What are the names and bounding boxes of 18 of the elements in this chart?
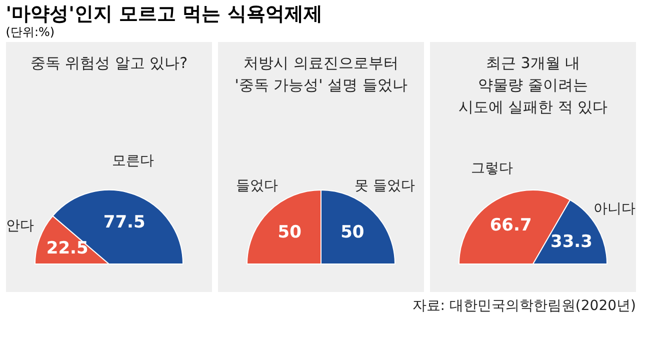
data-label: 66.7 [490, 216, 532, 236]
chart-title: 처방시 의료진으로부터 '중독 가능성' 설명 들었나 [234, 54, 408, 94]
text: (단위:%) [6, 25, 55, 39]
data-label: 50 [340, 222, 364, 243]
slice-label: 모른다 [112, 152, 154, 169]
text: 자료: 대한민국의학한림원(2020년) [412, 298, 636, 314]
data-label: 77.5 [103, 212, 146, 232]
slice-label: 들었다 [236, 178, 278, 194]
text: '마약성'인지 모르고 먹는 식욕억제제 [6, 3, 322, 25]
slice-label: 못 들었다 [354, 178, 416, 194]
slice-label: 아니다 [593, 201, 636, 218]
data-label: 22.5 [46, 238, 88, 259]
slice-label: 안다 [6, 218, 34, 234]
data-label: 33.3 [550, 232, 592, 252]
data-label: 50 [278, 222, 302, 243]
slice-label: 그렇다 [471, 160, 514, 177]
chart-title: 중독 위험성 알고 있나? [30, 54, 188, 72]
chart-title: 최근 3개월 내 약물량 줄이려는 시도에 실패한 적 있다 [458, 54, 608, 116]
